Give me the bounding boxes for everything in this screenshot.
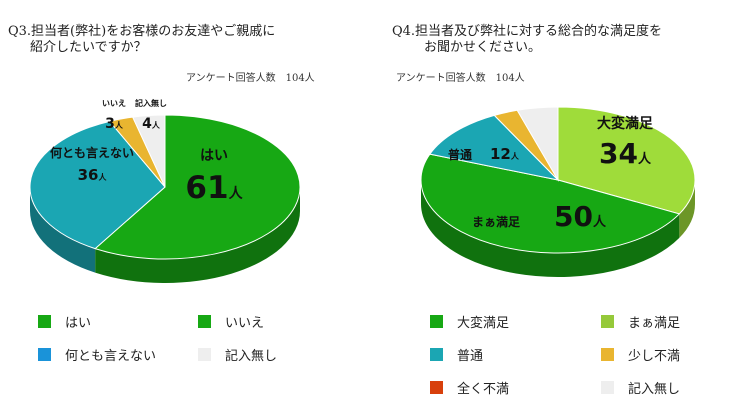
pie-slice-4 — [516, 106, 559, 182]
q3-subtitle: アンケート回答人数 104人 — [186, 73, 315, 84]
legend-label: 記入無し — [628, 382, 681, 397]
pie-slice-1 — [29, 120, 166, 250]
pie-side-0 — [679, 180, 695, 238]
pie-side-1 — [420, 180, 680, 278]
legend-swatch — [601, 381, 614, 394]
slice-label-1: 何とも言えない — [50, 145, 134, 160]
legend-item-3: 少し不満 — [601, 345, 680, 364]
pie-side-0 — [95, 187, 300, 283]
pie-slice-0 — [557, 106, 696, 215]
pie-slice-3 — [131, 114, 166, 188]
legend-swatch — [430, 315, 443, 328]
legend-label: 大変満足 — [457, 316, 510, 331]
pie-slice-1 — [420, 153, 681, 254]
legend-label: いいえ — [225, 316, 265, 331]
legend-swatch — [430, 348, 443, 361]
q4-title: Q4.担当者及び弊社に対する総合的な満足度を お聞かせください。 — [392, 24, 662, 56]
legend-item-1: まぁ満足 — [601, 312, 680, 331]
legend-swatch — [198, 348, 211, 361]
legend-item-4: 全く不満 — [430, 378, 509, 397]
q4-subtitle: アンケート回答人数 104人 — [396, 73, 525, 84]
legend-label: はい — [65, 316, 92, 331]
legend-label: 記入無し — [225, 349, 278, 364]
slice-label-0: はい — [200, 148, 228, 164]
legend-item-3: 記入無し — [198, 345, 277, 364]
legend-item-2: 何とも言えない — [38, 345, 156, 364]
q4-title-line2: お聞かせください。 — [424, 40, 542, 55]
legend-swatch — [198, 315, 211, 328]
legend-swatch — [601, 348, 614, 361]
q4-title-line1: Q4.担当者及び弊社に対する総合的な満足度を — [392, 24, 663, 39]
slice-label-2: 普通 — [448, 147, 472, 162]
legend-label: 全く不満 — [457, 382, 510, 397]
slice-value-2: 3人 — [105, 116, 124, 132]
pie-side-1 — [30, 187, 96, 273]
legend-swatch — [38, 348, 51, 361]
pie-slice-2 — [429, 114, 560, 181]
legend-item-1: いいえ — [198, 312, 264, 331]
legend-label: まぁ満足 — [628, 316, 681, 331]
q3-title: Q3.担当者(弊社)をお客様のお友達やご親戚に 紹介したいですか？ — [8, 24, 275, 56]
legend-swatch — [430, 381, 443, 394]
legend-item-0: 大変満足 — [430, 312, 509, 331]
legend-item-5: 記入無し — [601, 378, 680, 397]
legend-label: 何とも言えない — [65, 349, 157, 364]
q3-title-line2: 紹介したいですか？ — [30, 40, 147, 55]
legend-label: 少し不満 — [628, 349, 681, 364]
legend-item-2: 普通 — [430, 345, 483, 364]
slice-label-2: いいえ — [102, 99, 126, 108]
pie-slice-0 — [94, 114, 301, 260]
legend-item-0: はい — [38, 312, 91, 331]
legend-swatch — [38, 315, 51, 328]
legend-swatch — [601, 315, 614, 328]
slice-label-0: 大変満足 — [597, 115, 654, 132]
slice-label-3: 記入無し — [135, 98, 167, 108]
legend-label: 普通 — [457, 349, 484, 364]
q3-title-line1: Q3.担当者(弊社)をお客様のお友達やご親戚に — [8, 24, 276, 39]
slice-label-1: まぁ満足 — [472, 214, 520, 229]
